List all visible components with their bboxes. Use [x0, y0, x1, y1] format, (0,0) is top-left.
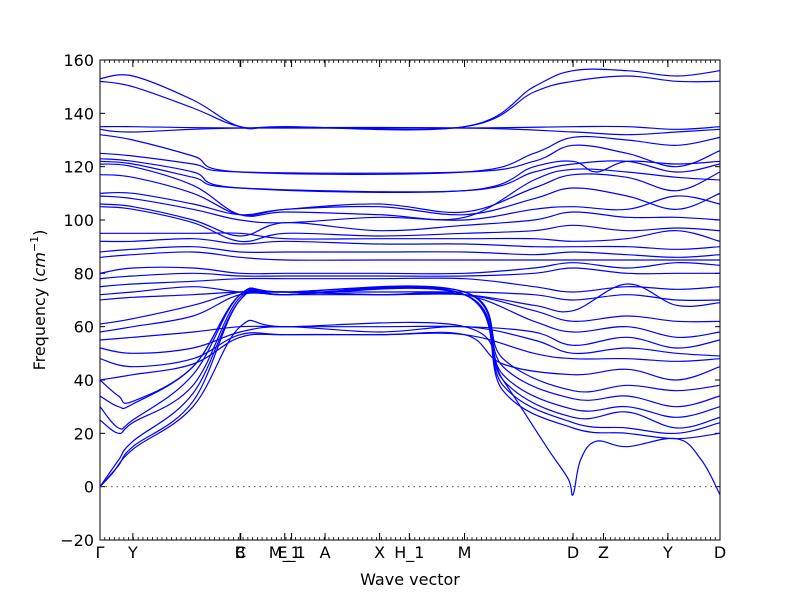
- band-line: [100, 160, 720, 193]
- x-tick-label: D: [714, 543, 726, 562]
- band-line: [100, 325, 720, 349]
- band-line: [100, 144, 720, 174]
- x-tick-label: D: [567, 543, 579, 562]
- x-tick-label: M: [458, 543, 472, 562]
- x-tick-label: Y: [127, 543, 138, 562]
- band-line: [100, 287, 720, 434]
- x-axis-ticks: Γ Y BC M_1E_1 A X H_1 M D Z Y D: [96, 60, 726, 563]
- x-tick-label: A: [320, 543, 331, 562]
- band-line: [100, 277, 720, 293]
- y-tick-label: 80: [74, 264, 94, 283]
- y-axis-unit: cm: [30, 252, 49, 276]
- band-line: [100, 286, 720, 488]
- band-line: [100, 286, 720, 488]
- band-line: [100, 126, 720, 136]
- band-line: [100, 251, 720, 261]
- x-tick-label: X: [374, 543, 385, 562]
- y-axis-title: Frequency (cm−1): [28, 230, 49, 371]
- x-tick-label: Y: [662, 543, 673, 562]
- y-axis-title-text: Frequency: [30, 288, 49, 371]
- band-line: [100, 325, 720, 357]
- y-tick-label: 100: [63, 211, 94, 230]
- band-line: [100, 262, 720, 275]
- band-line: [100, 134, 720, 175]
- y-tick-label: 40: [74, 371, 94, 390]
- band-line: [100, 238, 720, 250]
- y-tick-label: 120: [63, 158, 94, 177]
- y-tick-label: 60: [74, 318, 94, 337]
- y-axis-ticks: −20 0 20 40 60 80 100 120 140 160: [60, 51, 720, 550]
- band-line: [100, 171, 720, 216]
- x-axis-title: Wave vector: [360, 570, 460, 589]
- band-line: [100, 331, 720, 381]
- x-tick-label: E_1: [277, 543, 305, 563]
- band-line: [100, 230, 720, 242]
- plot-area: [100, 68, 720, 496]
- y-tick-label: 0: [84, 478, 94, 497]
- band-lines: [100, 68, 720, 496]
- band-line: [100, 291, 720, 339]
- x-tick-label: C: [235, 543, 246, 562]
- y-tick-label: 20: [74, 424, 94, 443]
- band-line: [100, 187, 720, 216]
- band-line: [100, 68, 720, 131]
- x-tick-label: Z: [598, 543, 609, 562]
- band-line: [100, 206, 720, 243]
- plot-frame: [99, 59, 721, 541]
- band-line: [100, 195, 720, 224]
- band-line: [100, 246, 720, 258]
- x-tick-label: H_1: [394, 543, 424, 563]
- band-line: [100, 285, 720, 410]
- y-tick-label: 140: [63, 104, 94, 123]
- x-tick-label: Γ: [96, 543, 105, 562]
- band-line: [100, 319, 720, 496]
- band-line: [100, 267, 720, 280]
- y-tick-label: −20: [60, 531, 94, 550]
- band-line: [100, 286, 720, 302]
- x-tick-label: B: [235, 543, 246, 562]
- band-line: [100, 203, 720, 237]
- y-axis-unit-exponent: −1: [28, 236, 41, 252]
- band-line: [100, 290, 720, 325]
- x-tick-label: M_1: [269, 543, 301, 563]
- y-tick-label: 160: [63, 51, 94, 70]
- band-line: [100, 75, 720, 131]
